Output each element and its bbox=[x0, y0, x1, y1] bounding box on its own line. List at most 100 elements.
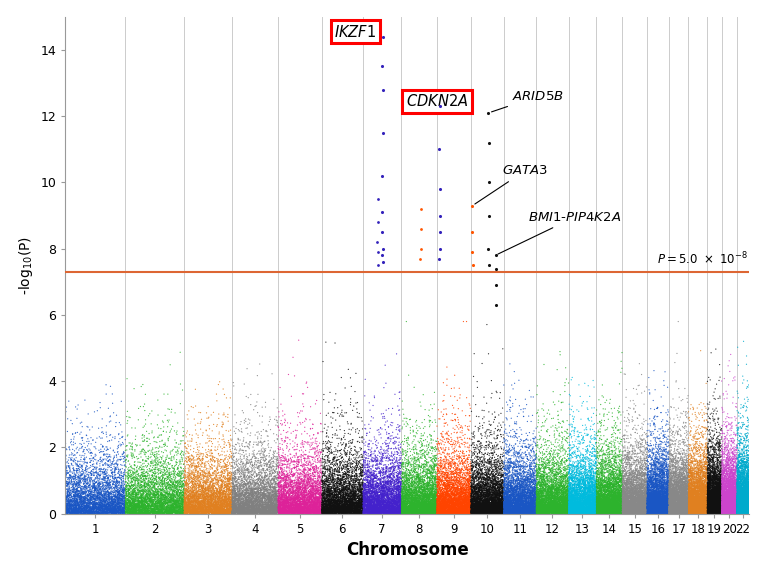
Point bbox=[403, 494, 415, 503]
Point bbox=[739, 502, 751, 511]
Point bbox=[633, 493, 645, 502]
Point bbox=[123, 509, 135, 518]
Point bbox=[505, 498, 518, 507]
Point bbox=[163, 480, 175, 489]
Point bbox=[218, 458, 230, 468]
Point bbox=[653, 465, 665, 474]
Point bbox=[498, 494, 511, 503]
Point bbox=[734, 503, 746, 513]
Point bbox=[531, 489, 544, 498]
Point bbox=[392, 492, 404, 502]
Point bbox=[471, 495, 483, 505]
Point bbox=[67, 503, 79, 513]
Point bbox=[680, 480, 693, 490]
Point bbox=[685, 503, 697, 512]
Point bbox=[397, 506, 409, 516]
Point bbox=[727, 503, 740, 513]
Point bbox=[189, 479, 201, 488]
Point bbox=[389, 496, 401, 505]
Point bbox=[468, 506, 481, 515]
Point bbox=[107, 468, 119, 478]
Point bbox=[739, 475, 751, 484]
Point bbox=[257, 505, 270, 514]
Point bbox=[253, 475, 265, 484]
Point bbox=[743, 499, 755, 508]
Point bbox=[645, 467, 657, 476]
Point bbox=[101, 506, 113, 516]
Point bbox=[442, 482, 455, 491]
Point bbox=[269, 491, 281, 501]
Point bbox=[111, 498, 124, 507]
Point bbox=[362, 504, 374, 513]
Point bbox=[223, 499, 235, 508]
Point bbox=[548, 459, 561, 468]
Point bbox=[600, 506, 612, 515]
Point bbox=[502, 499, 514, 508]
Point bbox=[697, 474, 709, 483]
Point bbox=[392, 498, 405, 507]
Point bbox=[363, 497, 376, 506]
Point bbox=[724, 504, 737, 513]
Point bbox=[601, 473, 614, 483]
Point bbox=[677, 470, 689, 479]
Point bbox=[710, 479, 722, 488]
Point bbox=[686, 509, 698, 518]
Point bbox=[136, 507, 148, 516]
Point bbox=[79, 483, 91, 492]
Point bbox=[554, 480, 567, 489]
Point bbox=[573, 380, 585, 389]
Point bbox=[310, 497, 322, 506]
Point bbox=[351, 437, 363, 446]
Point bbox=[653, 503, 665, 512]
Point bbox=[511, 480, 523, 490]
Point bbox=[688, 508, 700, 517]
Point bbox=[665, 507, 677, 517]
Point bbox=[379, 478, 391, 487]
Point bbox=[371, 441, 383, 450]
Point bbox=[702, 486, 714, 495]
Point bbox=[220, 499, 233, 508]
Point bbox=[613, 499, 625, 509]
Point bbox=[733, 497, 746, 506]
Point bbox=[326, 509, 338, 518]
Point bbox=[289, 503, 301, 513]
Point bbox=[310, 499, 322, 509]
Point bbox=[429, 509, 442, 518]
Point bbox=[158, 494, 170, 503]
Point bbox=[525, 503, 538, 512]
Point bbox=[404, 498, 416, 507]
Point bbox=[432, 497, 444, 506]
Point bbox=[552, 502, 564, 511]
Point bbox=[422, 481, 435, 490]
Point bbox=[511, 505, 524, 514]
Point bbox=[98, 501, 111, 510]
Point bbox=[468, 502, 481, 511]
Point bbox=[549, 506, 561, 515]
Point bbox=[221, 476, 233, 485]
Point bbox=[467, 494, 479, 503]
Point bbox=[443, 504, 455, 513]
Point bbox=[446, 480, 458, 489]
Point bbox=[606, 488, 618, 497]
Point bbox=[680, 505, 693, 514]
Point bbox=[602, 501, 614, 510]
Point bbox=[329, 461, 342, 470]
Point bbox=[401, 506, 413, 516]
Point bbox=[515, 496, 527, 505]
Point bbox=[575, 487, 588, 497]
Point bbox=[570, 487, 582, 497]
Point bbox=[609, 507, 621, 516]
Point bbox=[693, 478, 705, 487]
Point bbox=[452, 486, 464, 495]
Point bbox=[142, 471, 154, 480]
Point bbox=[574, 478, 587, 487]
Point bbox=[223, 501, 236, 510]
Point bbox=[730, 495, 743, 504]
Point bbox=[378, 445, 390, 454]
Point bbox=[710, 504, 722, 513]
Point bbox=[571, 495, 584, 505]
Point bbox=[568, 503, 581, 512]
Point bbox=[370, 494, 382, 503]
Point bbox=[356, 466, 369, 475]
Point bbox=[546, 497, 558, 506]
